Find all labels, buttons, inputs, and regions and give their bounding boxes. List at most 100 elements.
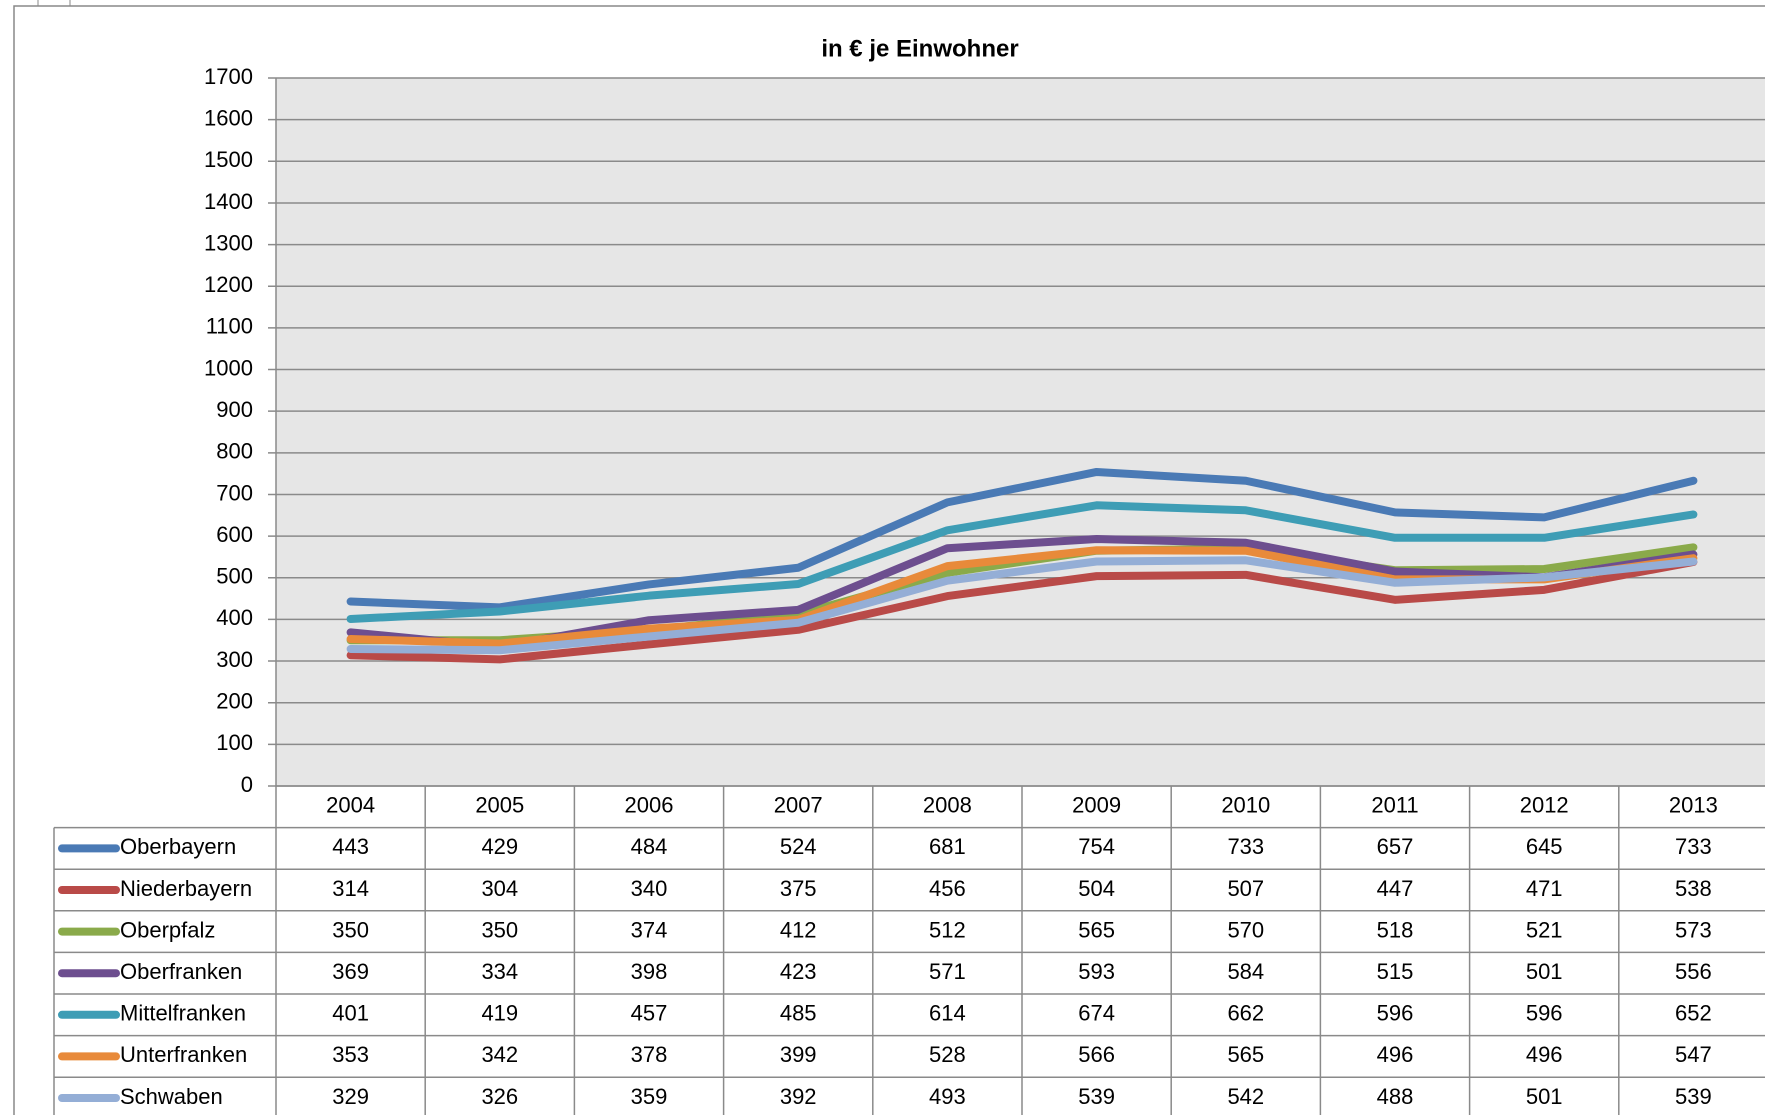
table-value: 374 xyxy=(631,917,668,942)
table-value: 496 xyxy=(1377,1042,1414,1067)
y-tick-label: 1600 xyxy=(204,105,253,130)
table-value: 584 xyxy=(1227,959,1264,984)
table-value: 754 xyxy=(1078,834,1115,859)
table-value: 447 xyxy=(1377,876,1414,901)
legend-label: Niederbayern xyxy=(120,876,252,901)
table-value: 518 xyxy=(1377,917,1414,942)
table-value: 484 xyxy=(631,834,668,859)
table-value: 304 xyxy=(481,876,518,901)
x-tick-label: 2008 xyxy=(923,793,972,818)
table-value: 542 xyxy=(1227,1084,1264,1109)
x-tick-label: 2012 xyxy=(1520,793,1569,818)
series-line xyxy=(346,501,1698,623)
y-tick-label: 500 xyxy=(216,564,253,589)
table-value: 378 xyxy=(631,1042,668,1067)
table-value: 399 xyxy=(780,1042,817,1067)
chart-title: in € je Einwohner xyxy=(821,35,1018,62)
y-tick-label: 1000 xyxy=(204,355,253,380)
y-tick-label: 1700 xyxy=(204,64,253,89)
table-value: 329 xyxy=(332,1084,369,1109)
table-value: 662 xyxy=(1227,1001,1264,1026)
table-value: 504 xyxy=(1078,876,1115,901)
table-value: 570 xyxy=(1227,917,1264,942)
legend-label: Unterfranken xyxy=(120,1042,247,1067)
table-value: 521 xyxy=(1526,917,1563,942)
series-line xyxy=(346,557,1698,664)
table-value: 350 xyxy=(481,917,518,942)
x-tick-label: 2007 xyxy=(774,793,823,818)
series-line xyxy=(346,467,1698,612)
x-tick-label: 2013 xyxy=(1669,793,1718,818)
table-value: 566 xyxy=(1078,1042,1115,1067)
table-value: 501 xyxy=(1526,1084,1563,1109)
table-value: 369 xyxy=(332,959,369,984)
table-value: 674 xyxy=(1078,1001,1115,1026)
y-tick-label: 800 xyxy=(216,439,253,464)
table-value: 457 xyxy=(631,1001,668,1026)
x-tick-label: 2004 xyxy=(326,793,375,818)
table-value: 556 xyxy=(1675,959,1712,984)
y-tick-label: 300 xyxy=(216,647,253,672)
table-value: 401 xyxy=(332,1001,369,1026)
table-value: 515 xyxy=(1377,959,1414,984)
table-value: 565 xyxy=(1227,1042,1264,1067)
x-tick-label: 2011 xyxy=(1371,793,1418,818)
table-value: 501 xyxy=(1526,959,1563,984)
table-value: 539 xyxy=(1078,1084,1115,1109)
y-tick-label: 1100 xyxy=(206,314,253,339)
legend-label: Mittelfranken xyxy=(120,1001,246,1026)
table-value: 488 xyxy=(1377,1084,1414,1109)
table-value: 342 xyxy=(481,1042,518,1067)
table-value: 314 xyxy=(332,876,369,901)
table-value: 334 xyxy=(481,959,518,984)
x-tick-label: 2010 xyxy=(1221,793,1270,818)
table-value: 350 xyxy=(332,917,369,942)
y-tick-label: 1300 xyxy=(204,230,253,255)
table-value: 456 xyxy=(929,876,966,901)
table-value: 485 xyxy=(780,1001,817,1026)
table-value: 353 xyxy=(332,1042,369,1067)
table-value: 493 xyxy=(929,1084,966,1109)
table-value: 375 xyxy=(780,876,817,901)
table-value: 524 xyxy=(780,834,817,859)
table-value: 733 xyxy=(1227,834,1264,859)
y-tick-label: 700 xyxy=(216,480,253,505)
table-value: 496 xyxy=(1526,1042,1563,1067)
table-value: 512 xyxy=(929,917,966,942)
y-tick-label: 400 xyxy=(216,605,253,630)
table-value: 645 xyxy=(1526,834,1563,859)
y-tick-label: 600 xyxy=(216,522,253,547)
table-value: 528 xyxy=(929,1042,966,1067)
table-value: 733 xyxy=(1675,834,1712,859)
table-value: 419 xyxy=(481,1001,518,1026)
legend-label: Oberbayern xyxy=(120,834,236,859)
table-value: 429 xyxy=(481,834,518,859)
legend-label: Oberfranken xyxy=(120,959,242,984)
table-value: 340 xyxy=(631,876,668,901)
table-value: 412 xyxy=(780,917,817,942)
legend-label: Oberpfalz xyxy=(120,917,215,942)
plot-area xyxy=(276,78,1765,786)
table-value: 596 xyxy=(1377,1001,1414,1026)
y-tick-label: 1400 xyxy=(204,189,253,214)
table-value: 652 xyxy=(1675,1001,1712,1026)
y-tick-label: 1200 xyxy=(204,272,253,297)
x-tick-label: 2005 xyxy=(475,793,524,818)
table-value: 547 xyxy=(1675,1042,1712,1067)
table-value: 326 xyxy=(481,1084,518,1109)
x-tick-label: 2006 xyxy=(625,793,674,818)
chart-frame xyxy=(13,5,1765,1115)
table-value: 596 xyxy=(1526,1001,1563,1026)
table-value: 443 xyxy=(332,834,369,859)
x-tick-label: 2009 xyxy=(1072,793,1121,818)
y-tick-label: 900 xyxy=(216,397,253,422)
y-tick-label: 0 xyxy=(241,772,253,797)
table-value: 573 xyxy=(1675,917,1712,942)
y-tick-label: 1500 xyxy=(204,147,253,172)
table-value: 539 xyxy=(1675,1084,1712,1109)
table-value: 593 xyxy=(1078,959,1115,984)
table-value: 398 xyxy=(631,959,668,984)
table-value: 423 xyxy=(780,959,817,984)
